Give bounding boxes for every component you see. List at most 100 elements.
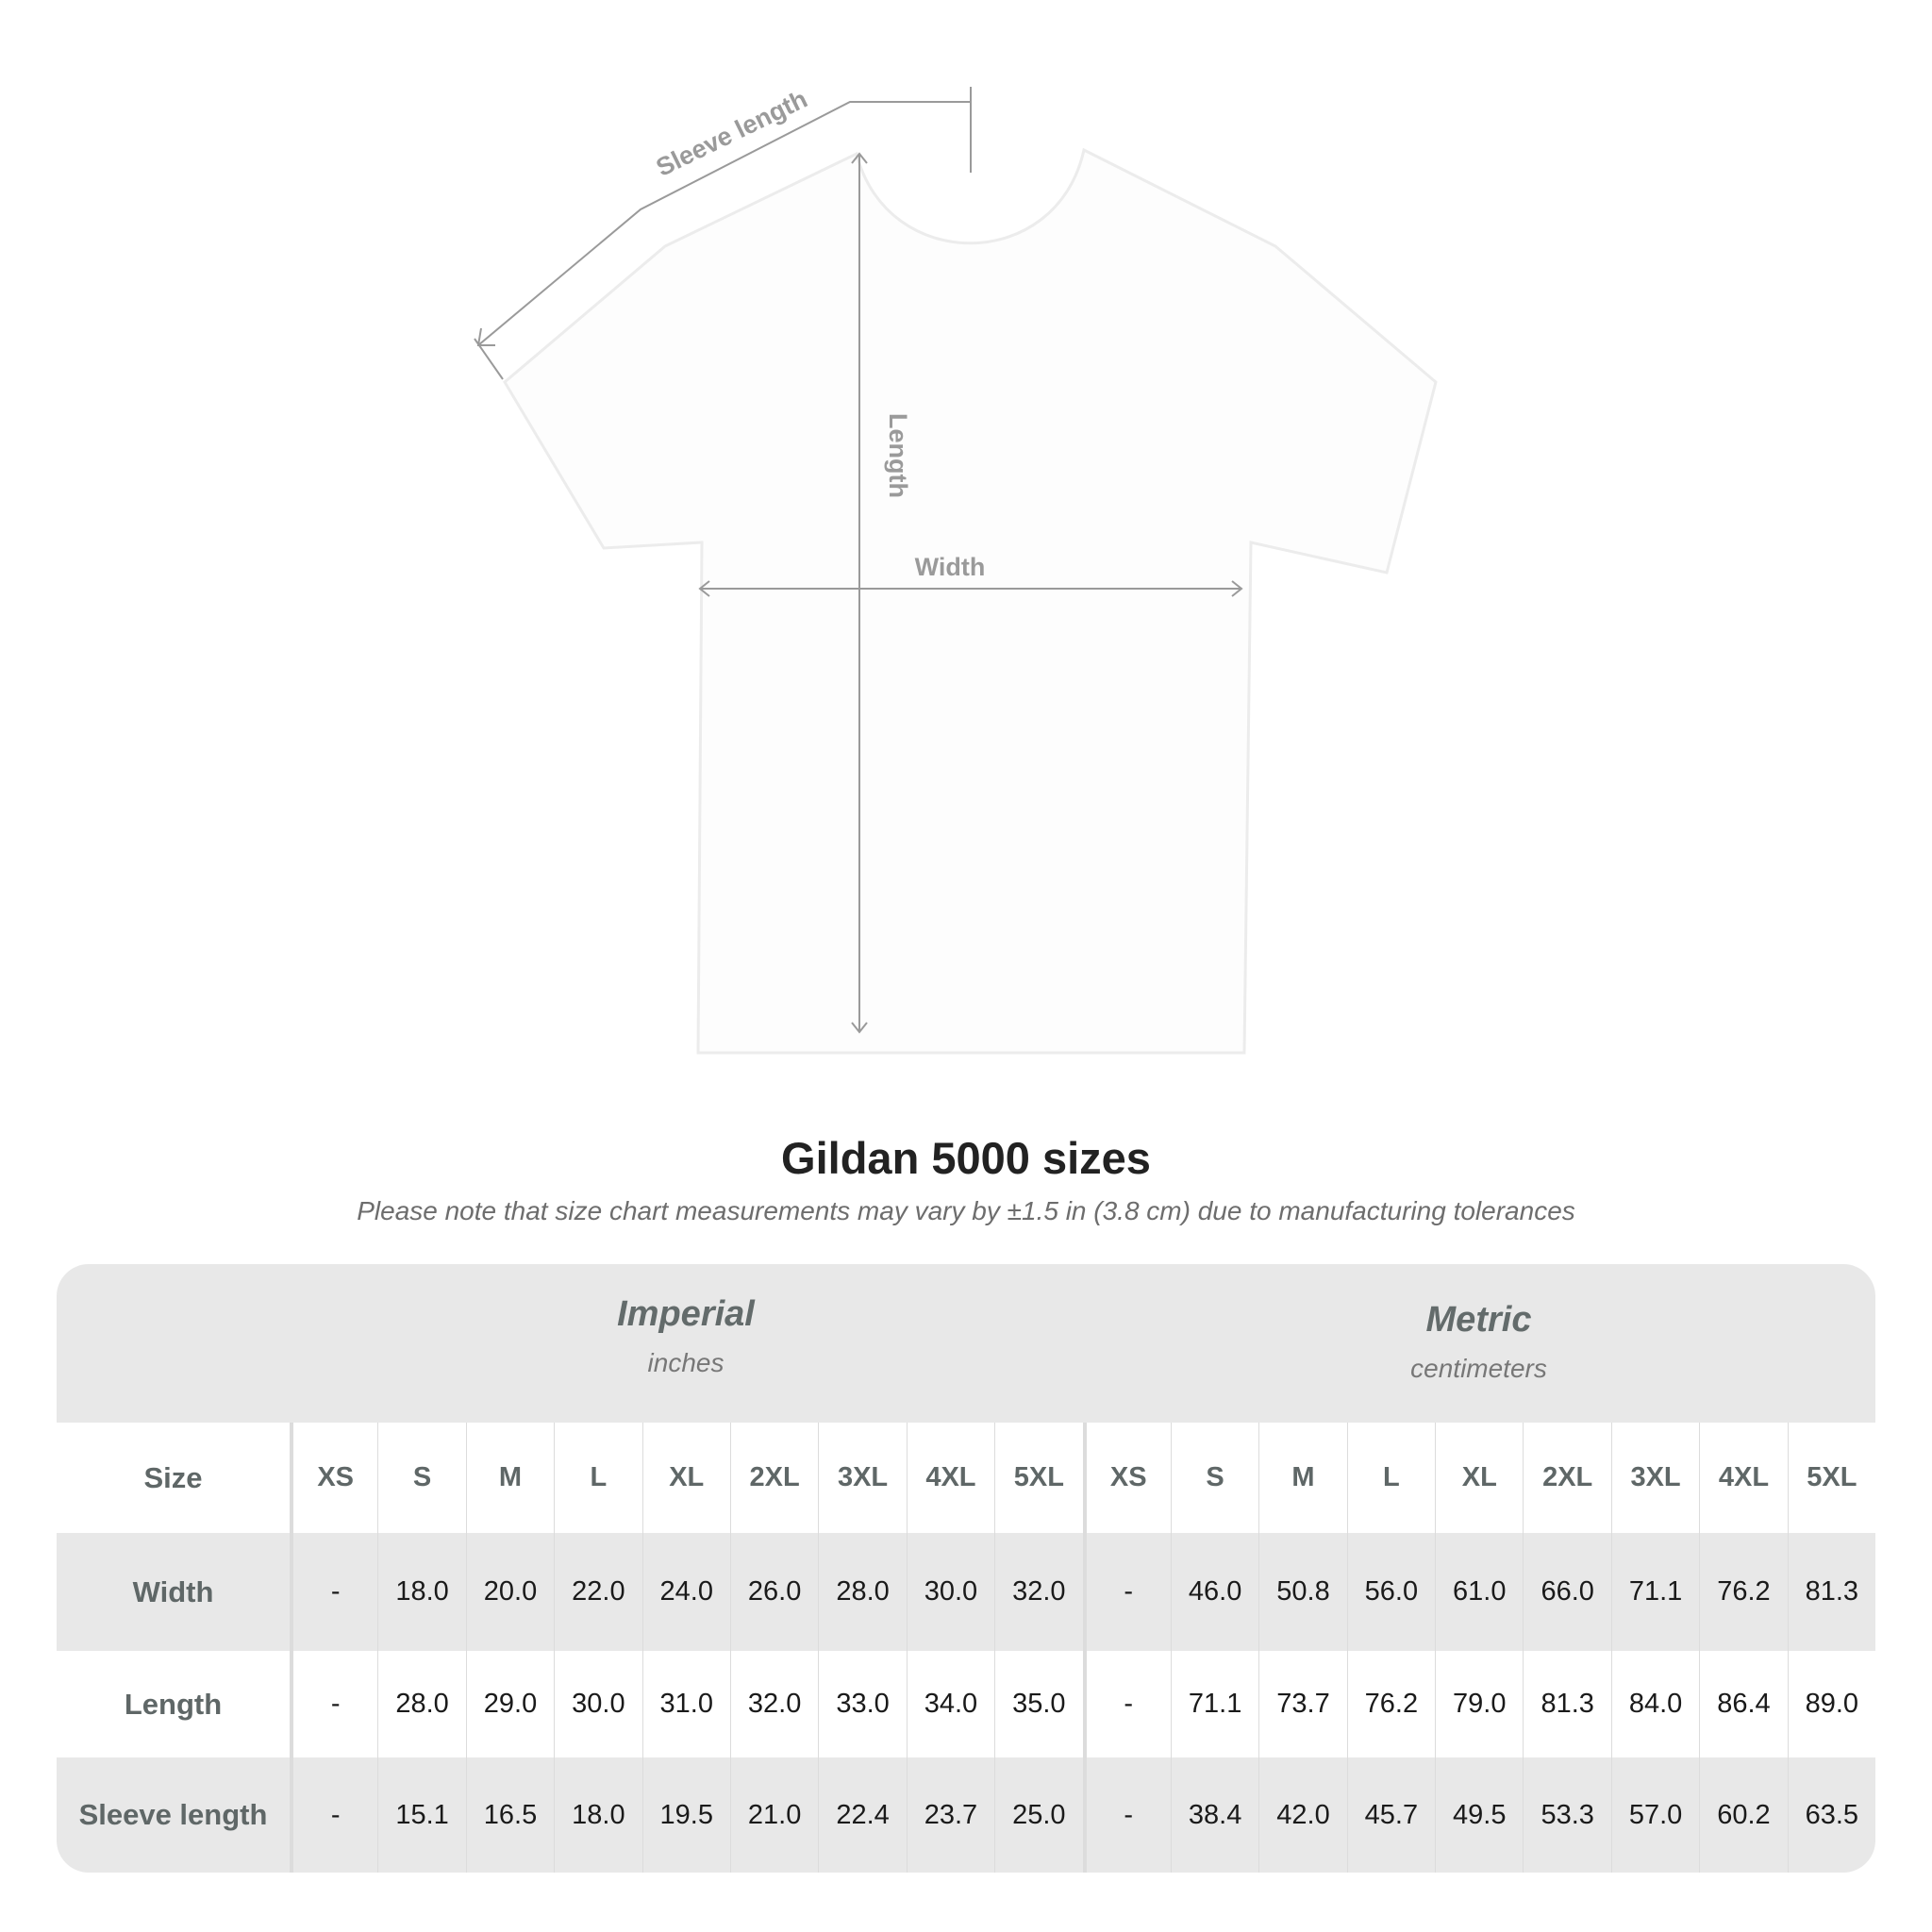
imperial-size-L: L: [554, 1423, 641, 1533]
metric-size-XL: XL: [1435, 1423, 1523, 1533]
imperial-size-5XL: 5XL: [994, 1423, 1082, 1533]
metric-value-cell: -: [1082, 1757, 1171, 1873]
metric-value-cell: 42.0: [1258, 1757, 1346, 1873]
table-row: Width -18.0 20.0 22.0 24.0 26.0 28.0 30.0 32.0-4…: [57, 1533, 1875, 1651]
metric-value-cell: 76.2: [1346, 1651, 1435, 1757]
size-table: Imperial inches Metric centimeters Size X…: [57, 1264, 1875, 1873]
imperial-value-cell: 15.1: [377, 1757, 465, 1873]
imperial-value-cell: 22.0: [554, 1533, 641, 1651]
imperial-value-cell: 25.0: [994, 1757, 1082, 1873]
imperial-value-cell: 29.0: [465, 1651, 554, 1757]
imperial-size-XL: XL: [641, 1423, 730, 1533]
imperial-size-2XL: 2XL: [729, 1423, 818, 1533]
sleeve-arrow-head: [476, 327, 495, 346]
imperial-size-S: S: [377, 1423, 465, 1533]
metric-size-4XL: 4XL: [1699, 1423, 1787, 1533]
metric-value-cell: 89.0: [1787, 1651, 1875, 1757]
imperial-size-M: M: [465, 1423, 554, 1533]
width-label: Width: [915, 553, 986, 581]
tshirt-illustration: [503, 147, 1438, 1055]
imperial-value-cell: 31.0: [641, 1651, 730, 1757]
metric-title: Metric: [1425, 1300, 1532, 1340]
imperial-value-cell: 18.0: [377, 1533, 465, 1651]
imperial-value-cell: 19.5: [641, 1757, 730, 1873]
imperial-value-cell: 23.7: [906, 1757, 994, 1873]
length-label: Length: [884, 413, 912, 498]
metric-value-cell: 49.5: [1435, 1757, 1523, 1873]
imperial-value-cell: 30.0: [554, 1651, 641, 1757]
imperial-header: Imperial inches: [290, 1294, 1082, 1378]
metric-value-cell: 53.3: [1523, 1757, 1610, 1873]
metric-value-cell: 66.0: [1523, 1533, 1610, 1651]
size-header-row: Size XS S M L XL 2XL 3XL 4XL 5XL XS S M L XL 2XL 3XL 4XL 5…: [57, 1423, 1875, 1533]
metric-value-cell: 63.5: [1787, 1757, 1875, 1873]
table-row: Sleeve length -15.1 16.5 18.0 19.5 21.0 22.4 23…: [57, 1757, 1875, 1873]
imperial-value-cell: 28.0: [818, 1533, 906, 1651]
metric-size-3XL: 3XL: [1610, 1423, 1699, 1533]
metric-size-L: L: [1346, 1423, 1435, 1533]
metric-unit: centimeters: [1410, 1354, 1547, 1383]
imperial-value-cell: 30.0: [906, 1533, 994, 1651]
metric-value-cell: 71.1: [1610, 1533, 1699, 1651]
imperial-value-cell: 34.0: [906, 1651, 994, 1757]
page-title: Gildan 5000 sizes: [781, 1133, 1151, 1183]
imperial-value-cell: -: [290, 1533, 377, 1651]
imperial-value-cell: 28.0: [377, 1651, 465, 1757]
row-label: Sleeve length: [78, 1798, 268, 1831]
metric-value-cell: -: [1082, 1533, 1171, 1651]
metric-size-M: M: [1258, 1423, 1346, 1533]
imperial-value-cell: 35.0: [994, 1651, 1082, 1757]
metric-value-cell: 73.7: [1258, 1651, 1346, 1757]
imperial-value-cell: 22.4: [818, 1757, 906, 1873]
metric-value-cell: 86.4: [1699, 1651, 1787, 1757]
imperial-unit: inches: [647, 1348, 724, 1377]
metric-value-cell: 38.4: [1170, 1757, 1258, 1873]
imperial-value-cell: 33.0: [818, 1651, 906, 1757]
metric-size-S: S: [1170, 1423, 1258, 1533]
imperial-value-cell: 20.0: [465, 1533, 554, 1651]
imperial-value-cell: 24.0: [641, 1533, 730, 1651]
metric-size-5XL: 5XL: [1787, 1423, 1875, 1533]
imperial-value-cell: -: [290, 1651, 377, 1757]
row-label: Length: [124, 1687, 223, 1721]
imperial-value-cell: 18.0: [554, 1757, 641, 1873]
row-label: Width: [132, 1574, 214, 1608]
table-row: Length -28.0 29.0 30.0 31.0 32.0 33.0 34.0 35.0-…: [57, 1651, 1875, 1757]
imperial-value-cell: 26.0: [729, 1533, 818, 1651]
metric-header: Metric centimeters: [1082, 1300, 1875, 1384]
metric-value-cell: 60.2: [1699, 1757, 1787, 1873]
metric-value-cell: 76.2: [1699, 1533, 1787, 1651]
metric-size-XS: XS: [1082, 1423, 1171, 1533]
metric-value-cell: -: [1082, 1651, 1171, 1757]
metric-value-cell: 71.1: [1170, 1651, 1258, 1757]
imperial-value-cell: 32.0: [729, 1651, 818, 1757]
imperial-value-cell: 16.5: [465, 1757, 554, 1873]
metric-value-cell: 84.0: [1610, 1651, 1699, 1757]
imperial-value-cell: 32.0: [994, 1533, 1082, 1651]
length-arrow-bottom: [851, 1022, 868, 1034]
metric-value-cell: 45.7: [1346, 1757, 1435, 1873]
tolerance-note: Please note that size chart measurements…: [357, 1196, 1575, 1225]
metric-value-cell: 61.0: [1435, 1533, 1523, 1651]
metric-value-cell: 57.0: [1610, 1757, 1699, 1873]
imperial-size-XS: XS: [290, 1423, 377, 1533]
imperial-value-cell: -: [290, 1757, 377, 1873]
metric-value-cell: 50.8: [1258, 1533, 1346, 1651]
imperial-title: Imperial: [617, 1294, 755, 1334]
metric-value-cell: 81.3: [1787, 1533, 1875, 1651]
width-arrow-right: [1231, 580, 1243, 597]
metric-size-2XL: 2XL: [1523, 1423, 1610, 1533]
size-label: Size: [143, 1460, 203, 1494]
tshirt-diagram: Sleeve length Length Width: [474, 85, 1438, 1055]
imperial-size-4XL: 4XL: [906, 1423, 994, 1533]
metric-value-cell: 46.0: [1170, 1533, 1258, 1651]
metric-value-cell: 56.0: [1346, 1533, 1435, 1651]
table-header-band: [57, 1264, 1875, 1423]
imperial-value-cell: 21.0: [729, 1757, 818, 1873]
metric-value-cell: 79.0: [1435, 1651, 1523, 1757]
imperial-size-3XL: 3XL: [818, 1423, 906, 1533]
metric-value-cell: 81.3: [1523, 1651, 1610, 1757]
length-arrow-top: [851, 152, 868, 164]
sleeve-length-line: [477, 101, 971, 346]
width-arrow-left: [698, 580, 710, 597]
